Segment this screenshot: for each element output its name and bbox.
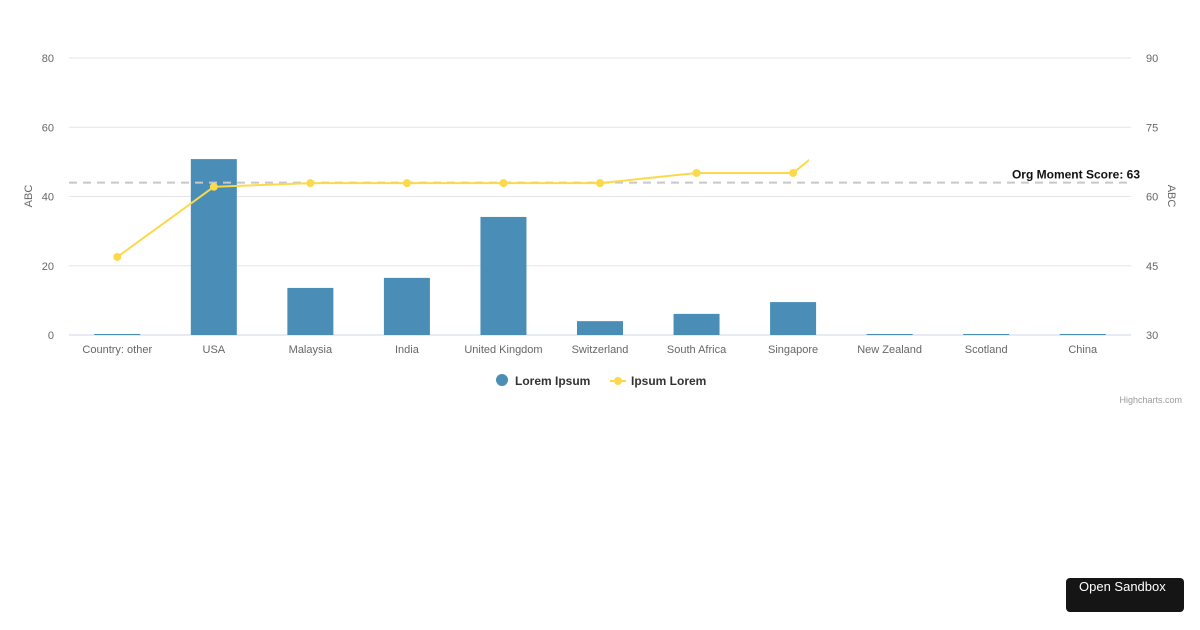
line-series [113,158,809,261]
left-tick-label: 40 [42,192,54,204]
credits: Highcharts.com [1119,395,1182,405]
bar [1059,333,1106,335]
left-tick-label: 20 [42,261,54,273]
left-tick-label: 80 [42,53,54,65]
x-tick-label: United Kingdom [464,344,542,356]
x-tick-label: USA [203,344,226,356]
left-tick-label: 60 [42,122,54,134]
line-point [596,179,604,188]
plot-line-label: Org Moment Score: 63 [1012,168,1140,182]
line-point [692,168,701,177]
x-tick-label: China [1068,344,1098,356]
legend-item-line: Ipsum Lorem [631,374,706,388]
line-point [789,168,798,177]
x-tick-label: South Africa [667,344,727,356]
right-tick-label: 30 [1146,330,1158,342]
bar [866,333,913,335]
right-axis-title: ABC [1165,185,1177,208]
x-tick-label: New Zealand [857,344,922,356]
bar [673,313,720,335]
line-point [113,252,122,261]
bar [480,216,527,335]
bar [383,277,430,335]
left-tick-label: 0 [48,330,54,342]
line-point [209,182,218,191]
right-tick-label: 75 [1146,122,1158,134]
x-tick-label: Country: other [82,344,152,356]
legend-line-marker [614,377,622,385]
bar [770,302,817,335]
legend-item-bar: Lorem Ipsum [515,374,590,388]
x-tick-label: India [395,344,420,356]
right-tick-label: 90 [1146,53,1158,65]
open-sandbox-button[interactable]: Open Sandbox [1066,578,1184,612]
line-point [402,179,411,188]
bar [963,333,1010,335]
x-tick-label: Switzerland [572,344,629,356]
right-tick-label: 60 [1146,192,1158,204]
bar [94,333,141,335]
left-axis-title: ABC [23,185,35,208]
line-point [499,179,508,188]
bar [287,287,334,335]
right-tick-label: 45 [1146,261,1158,273]
x-tick-label: Scotland [965,344,1008,356]
line-point [306,179,315,188]
legend-bar-symbol [496,374,508,386]
bar [577,321,623,335]
x-tick-label: Malaysia [289,344,333,356]
x-tick-label: Singapore [768,344,818,356]
